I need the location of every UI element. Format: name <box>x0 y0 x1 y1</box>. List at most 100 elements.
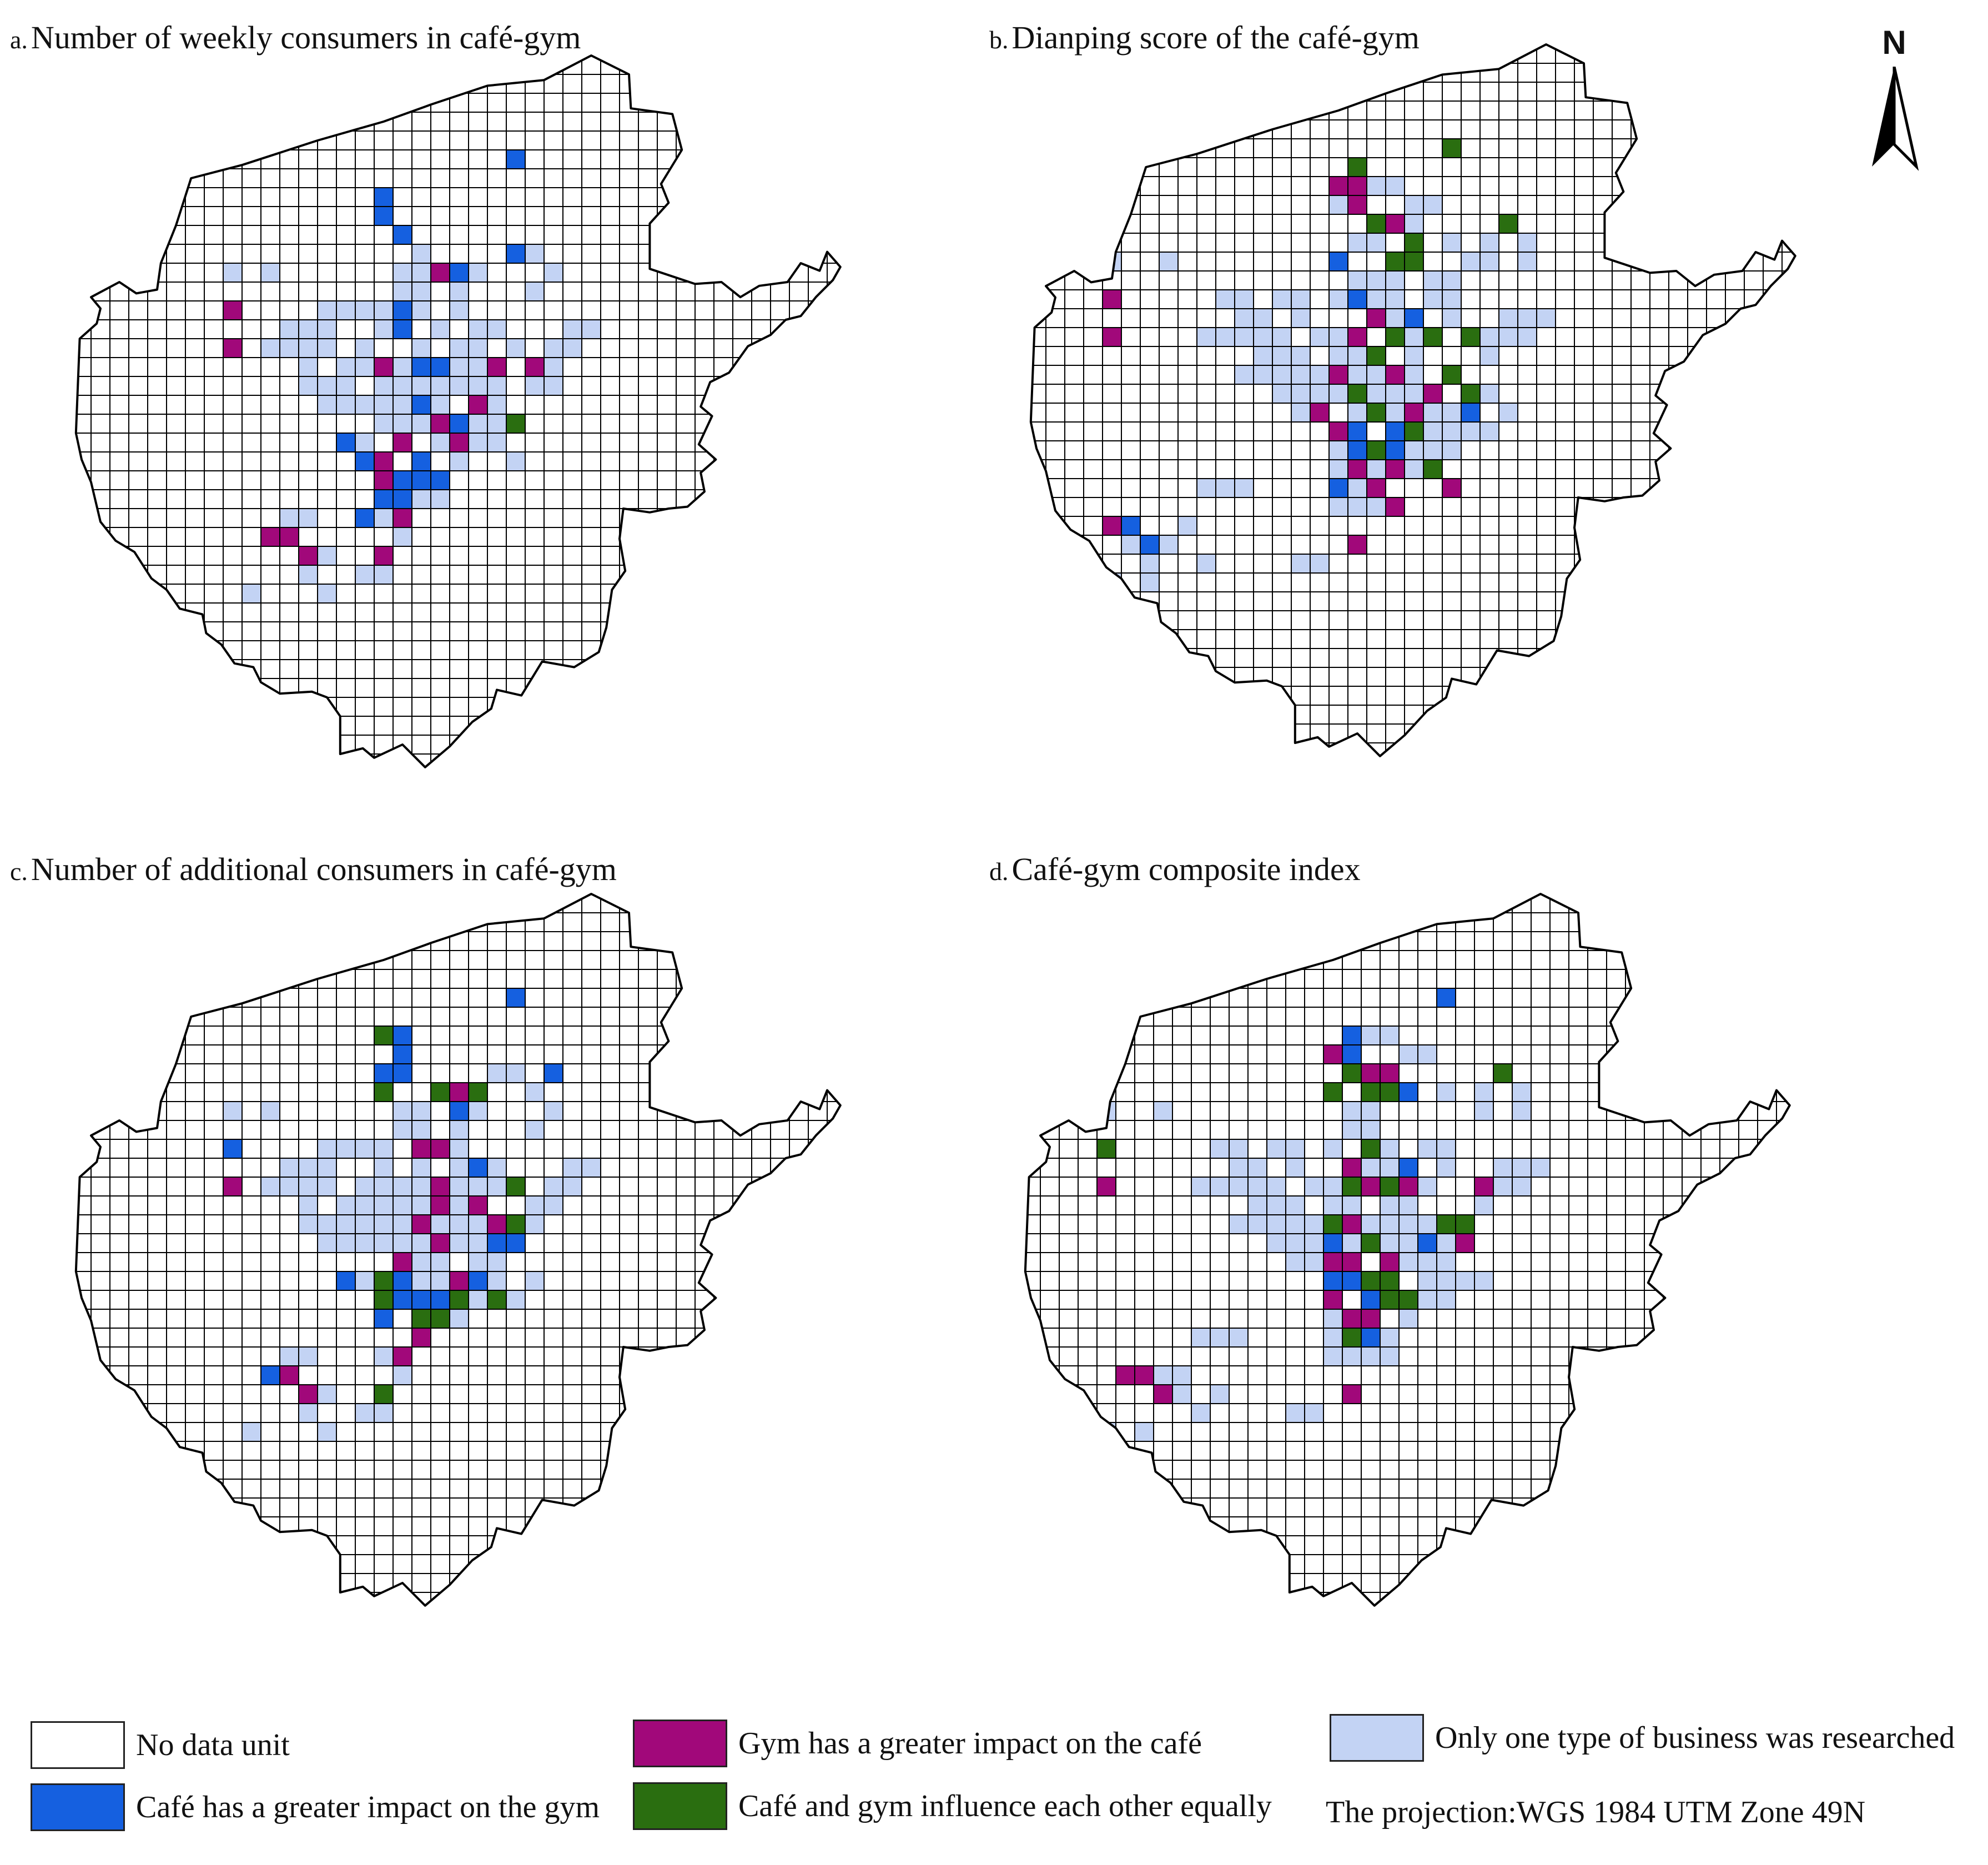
one-type-cell <box>544 1102 563 1120</box>
north-arrow-icon <box>1872 67 1919 171</box>
one-type-cell <box>1348 479 1367 497</box>
one-type-cell <box>450 1158 469 1177</box>
one-type-cell <box>450 1234 469 1253</box>
one-type-cell <box>1323 1177 1342 1196</box>
cafe-greater-cell <box>374 490 393 509</box>
one-type-cell <box>450 1120 469 1139</box>
one-type-cell <box>1329 290 1348 309</box>
gym-greater-cell <box>374 471 393 490</box>
one-type-cell <box>1437 1271 1456 1290</box>
one-type-cell <box>1405 441 1423 460</box>
one-type-cell <box>355 1139 374 1158</box>
gym-greater-cell <box>1135 1366 1154 1385</box>
one-type-cell <box>412 1196 431 1215</box>
one-type-cell <box>374 301 393 320</box>
one-type-cell <box>412 414 431 433</box>
one-type-cell <box>1159 535 1178 554</box>
one-type-cell <box>1348 233 1367 252</box>
one-type-cell <box>374 1139 393 1158</box>
one-type-cell <box>469 263 487 282</box>
one-type-cell <box>1418 1139 1437 1158</box>
one-type-cell <box>393 358 412 376</box>
gym-greater-cell <box>393 433 412 452</box>
cafe-greater-cell <box>1323 1234 1342 1253</box>
one-type-cell <box>544 339 563 358</box>
one-type-cell <box>1323 1139 1342 1158</box>
panel-d-label: d. <box>989 857 1009 886</box>
one-type-cell <box>1442 441 1461 460</box>
one-type-cell <box>1267 1234 1286 1253</box>
one-type-cell <box>1272 384 1291 403</box>
cafe-greater-cell <box>393 1045 412 1064</box>
legend-equal: Café and gym influence each other equall… <box>633 1782 1272 1830</box>
one-type-cell <box>336 358 355 376</box>
one-type-cell <box>1418 1177 1437 1196</box>
gym-greater-cell <box>1342 1309 1361 1328</box>
gym-greater-cell <box>1348 177 1367 195</box>
equal-influence-cell <box>1405 252 1423 271</box>
equal-influence-cell <box>1461 328 1480 346</box>
one-type-cell <box>318 1158 336 1177</box>
equal-influence-cell <box>1380 1083 1399 1102</box>
region-boundary <box>74 893 842 1607</box>
one-type-cell <box>318 546 336 565</box>
one-type-cell <box>450 452 469 471</box>
one-type-cell <box>1329 441 1348 460</box>
equal-influence-cell <box>1380 1177 1399 1196</box>
one-type-cell <box>1437 1139 1456 1158</box>
one-type-cell <box>431 490 450 509</box>
one-type-cell <box>1380 1215 1399 1234</box>
cafe-greater-cell <box>393 490 412 509</box>
one-type-cell <box>525 1083 544 1102</box>
one-type-cell <box>412 263 431 282</box>
region-boundary <box>1029 43 1796 757</box>
one-type-cell <box>1442 403 1461 422</box>
one-type-cell <box>223 263 242 282</box>
gym-greater-cell <box>280 1366 299 1385</box>
one-type-cell <box>1235 365 1254 384</box>
one-type-cell <box>487 1271 506 1290</box>
panel-a-title: a. Number of weekly consumers in café-gym <box>10 19 581 56</box>
gym-greater-cell <box>280 527 299 546</box>
one-type-cell <box>1229 1158 1248 1177</box>
one-type-cell <box>563 1177 582 1196</box>
gym-greater-cell <box>1154 1385 1172 1404</box>
one-type-cell <box>393 263 412 282</box>
gym-greater-cell <box>223 1177 242 1196</box>
one-type-cell <box>1154 1366 1172 1385</box>
one-type-cell <box>355 395 374 414</box>
equal-influence-cell <box>1348 158 1367 177</box>
one-type-cell <box>1442 309 1461 328</box>
one-type-cell <box>393 1366 412 1385</box>
gym-greater-cell <box>1442 479 1461 497</box>
cafe-greater-cell <box>431 1290 450 1309</box>
one-type-cell <box>450 1196 469 1215</box>
one-type-cell <box>374 1215 393 1234</box>
one-type-cell <box>355 1234 374 1253</box>
one-type-cell <box>1437 1234 1456 1253</box>
cafe-greater-cell <box>544 1064 563 1083</box>
gym-greater-cell <box>487 358 506 376</box>
one-type-cell <box>1172 1366 1191 1385</box>
one-type-cell <box>1254 309 1272 328</box>
one-type-cell <box>469 1177 487 1196</box>
one-type-cell <box>318 584 336 603</box>
gym-greater-cell <box>374 546 393 565</box>
one-type-cell <box>280 339 299 358</box>
cafe-greater-cell <box>374 188 393 207</box>
panel-d-title: d. Café-gym composite index <box>989 851 1361 887</box>
one-type-cell <box>393 282 412 301</box>
equal-influence-cell <box>1361 1234 1380 1253</box>
cafe-greater-cell <box>412 395 431 414</box>
north-arrow: N <box>1861 24 1927 172</box>
cafe-greater-cell <box>506 988 525 1007</box>
one-type-cell <box>299 1347 318 1366</box>
one-type-cell <box>318 376 336 395</box>
one-type-cell <box>1461 252 1480 271</box>
one-type-cell <box>1405 346 1423 365</box>
one-type-cell <box>412 1253 431 1271</box>
gym-greater-cell <box>1103 328 1121 346</box>
one-type-cell <box>1380 1158 1399 1177</box>
one-type-cell <box>299 565 318 584</box>
cafe-greater-cell <box>412 452 431 471</box>
